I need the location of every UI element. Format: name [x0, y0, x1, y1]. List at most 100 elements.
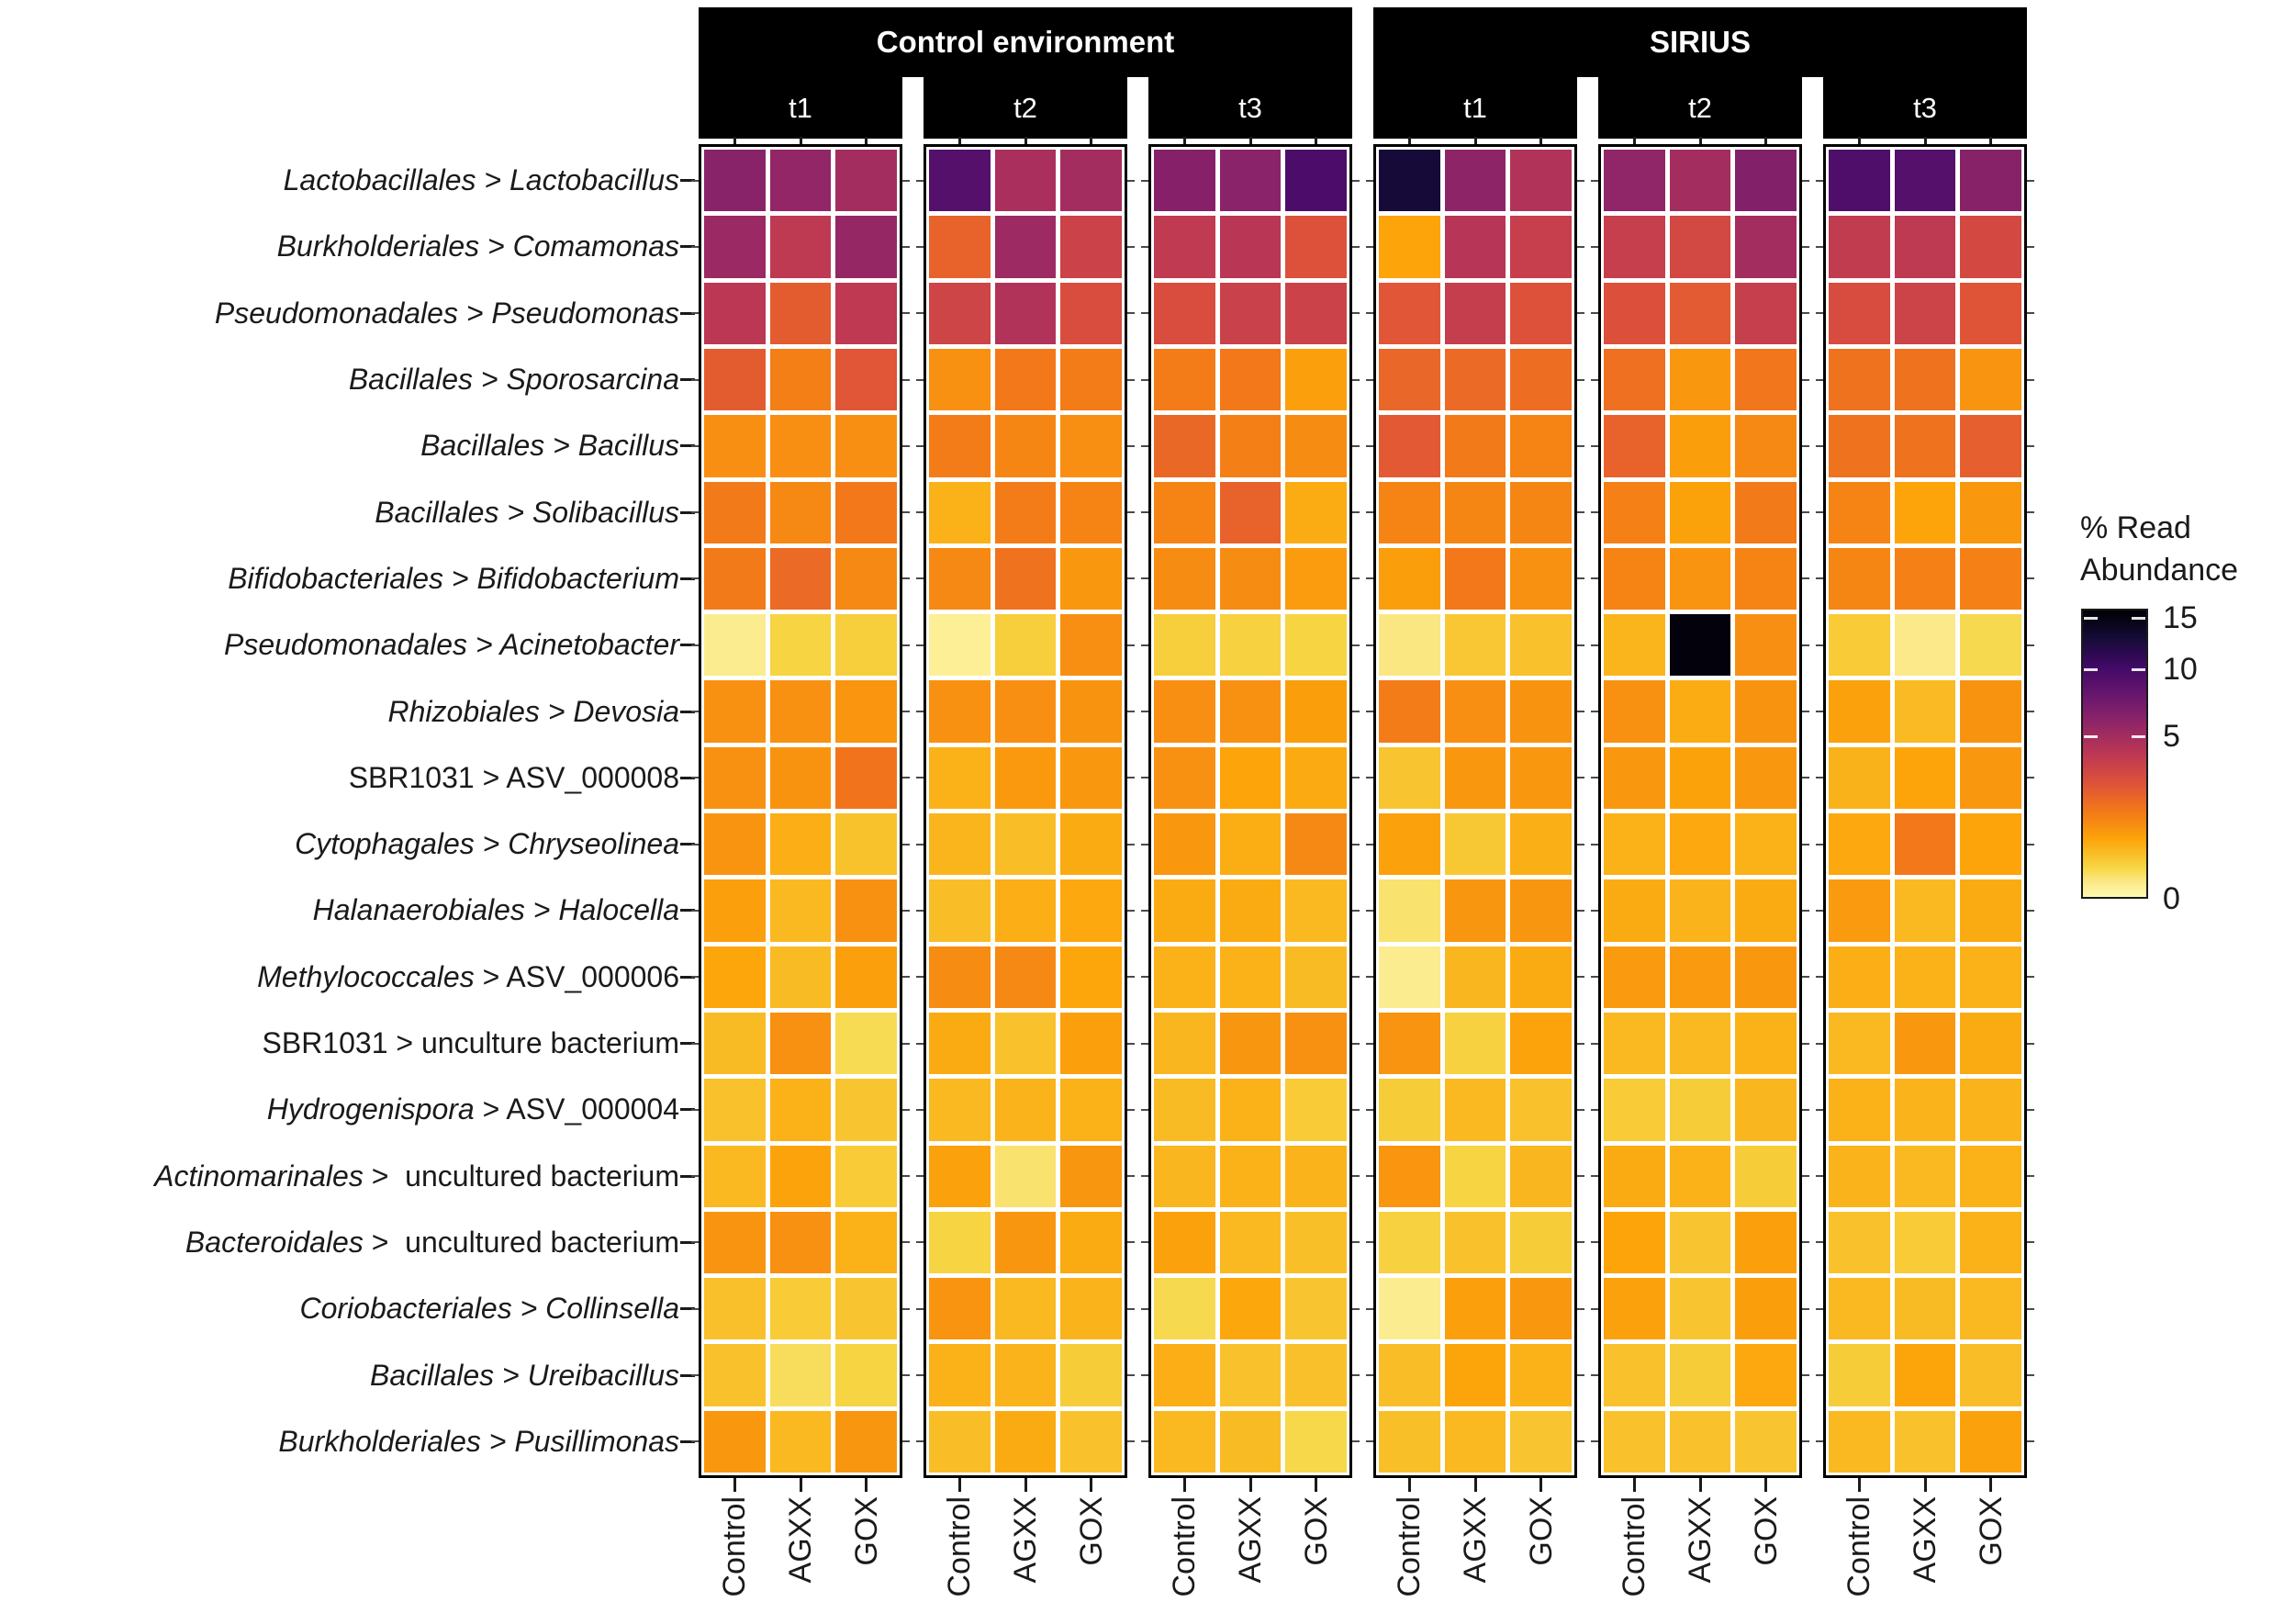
heatmap-cell: [1829, 415, 1890, 477]
panel-row-tick: [1141, 777, 1148, 779]
heatmap-cell: [1894, 680, 1956, 743]
panel-row-tick: [1816, 1241, 1823, 1244]
heatmap-cell: [1444, 879, 1506, 942]
heatmap-cell: [704, 415, 766, 477]
heatmap-cell: [1219, 282, 1282, 344]
heatmap-cell: [1829, 1145, 1890, 1207]
heatmap-cell: [1285, 547, 1347, 610]
heatmap-cell: [929, 150, 991, 212]
heatmap-cell: [1894, 1211, 1956, 1274]
heatmap-cell: [1829, 680, 1890, 743]
panel-row-tick: [1816, 644, 1823, 646]
col-label: AGXX: [780, 1496, 821, 1624]
col-axis-tick: [1632, 1478, 1636, 1492]
panel-row-tick: [1352, 179, 1360, 182]
panel-row-tick: [1577, 1307, 1584, 1310]
col-label-text: AGXX: [1008, 1496, 1043, 1584]
heatmap-cell: [1510, 813, 1572, 876]
heatmap-cell: [929, 1278, 991, 1340]
heatmap-cell: [994, 1344, 1057, 1406]
row-label: Burkholderiales > Comamonas: [0, 214, 679, 280]
panel-row-tick: [1577, 711, 1584, 713]
heatmap-cell: [769, 1410, 832, 1473]
panel-row-tick: [2027, 312, 2034, 315]
heatmap-cell: [769, 1145, 832, 1207]
heatmap-cell: [1154, 1145, 1215, 1207]
heatmap-cell: [1154, 1079, 1215, 1141]
heatmap-cell: [1379, 879, 1440, 942]
panel-row-tick: [2027, 1374, 2034, 1377]
panel-row-tick: [1366, 245, 1373, 248]
col-axis-tick: [1473, 1478, 1477, 1492]
panel-row-tick: [1127, 711, 1135, 713]
panel-col-tick: [1090, 137, 1093, 144]
heatmap-cell: [1060, 1079, 1122, 1141]
panel-row-tick: [1577, 644, 1584, 646]
panel-row-tick: [1577, 843, 1584, 846]
heatmap-cell: [769, 1012, 832, 1075]
heatmap-cell: [929, 1344, 991, 1406]
heatmap-cell: [704, 1145, 766, 1207]
panel-row-tick: [1141, 1440, 1148, 1443]
legend-title-line2: Abundance: [2080, 553, 2239, 588]
panel-row-tick: [1802, 179, 1809, 182]
heatmap-cell: [1060, 946, 1122, 1008]
heatmap-cell: [1379, 1211, 1440, 1274]
heatmap-cell: [1669, 680, 1731, 743]
heatmap-cell: [1285, 415, 1347, 477]
heatmap-cell: [1154, 150, 1215, 212]
heatmap-cell: [1604, 547, 1665, 610]
panel-row-tick: [1591, 1440, 1598, 1443]
heatmap-cell: [1960, 481, 2021, 543]
heatmap-cell: [1510, 1211, 1572, 1274]
heatmap-cell: [1154, 1012, 1215, 1075]
heatmap-cell: [1285, 1278, 1347, 1340]
heatmap-cell: [1379, 150, 1440, 212]
heatmap-cell: [1894, 547, 1956, 610]
panel-row-tick: [1141, 909, 1148, 912]
heatmap-cell: [994, 1278, 1057, 1340]
heatmap-cell: [1960, 746, 2021, 809]
heatmap-cell: [769, 746, 832, 809]
panel-row-tick: [1577, 378, 1584, 381]
heatmap-cell: [994, 547, 1057, 610]
row-axis-tick: [680, 179, 695, 183]
heatmap-cell: [769, 415, 832, 477]
legend-tick-mark: [2084, 616, 2098, 620]
panel-row-tick: [2027, 444, 2034, 447]
panel-row-tick: [1591, 976, 1598, 979]
panel-row-tick: [1591, 1108, 1598, 1111]
heatmap-cell: [1894, 746, 1956, 809]
heatmap-cell: [1379, 946, 1440, 1008]
heatmap-cell: [1379, 1344, 1440, 1406]
col-label-text: GOX: [1523, 1496, 1559, 1566]
panel-row-tick: [2027, 909, 2034, 912]
panel-row-tick: [691, 444, 699, 447]
panel-row-tick: [902, 644, 910, 646]
panel-row-tick: [1141, 179, 1148, 182]
heatmap-cell: [769, 1211, 832, 1274]
row-axis-tick: [680, 710, 695, 713]
panel-row-tick: [1591, 312, 1598, 315]
heatmap-cell: [1379, 547, 1440, 610]
heatmap-cell: [1829, 1079, 1890, 1141]
heatmap-cell: [1604, 1410, 1665, 1473]
panel-row-tick: [1141, 378, 1148, 381]
row-label-text: Cytophagales > Chryseolinea: [295, 827, 679, 861]
heatmap-cell: [1604, 813, 1665, 876]
panel-row-tick: [902, 1042, 910, 1045]
heatmap-cell: [1060, 1278, 1122, 1340]
col-label-text: GOX: [848, 1496, 884, 1566]
row-label-text: Bacillales > Solibacillus: [375, 495, 679, 529]
panel-row-tick: [1802, 1108, 1809, 1111]
heatmap-cell: [1154, 1410, 1215, 1473]
heatmap-cell: [1060, 348, 1122, 411]
panel-col-tick: [957, 137, 961, 144]
row-label: SBR1031 > unculture bacterium: [0, 1011, 679, 1077]
heatmap-cell: [1379, 1145, 1440, 1207]
heatmap-cell: [1669, 481, 1731, 543]
panel-row-tick: [1141, 843, 1148, 846]
panel-row-tick: [916, 1042, 924, 1045]
heatmap-cell: [1379, 1278, 1440, 1340]
heatmap-cell: [1960, 879, 2021, 942]
